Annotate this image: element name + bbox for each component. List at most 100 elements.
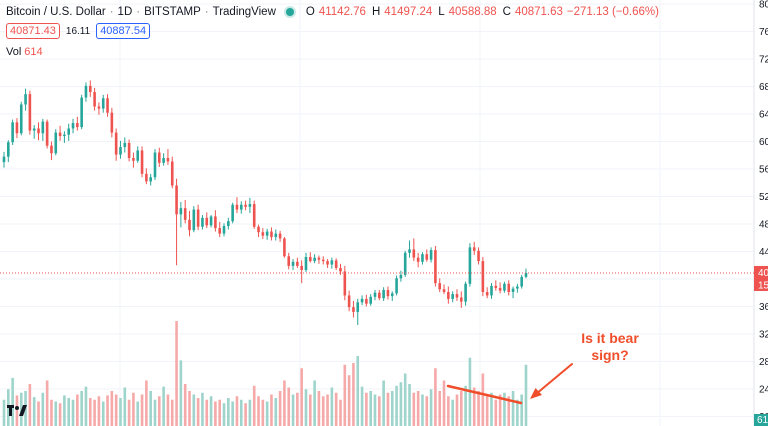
annotation-line-2: sign? [591,347,629,363]
volume-bar [330,387,334,426]
volume-bar [373,394,377,426]
candle-body [205,217,209,226]
volume-bar [283,380,286,426]
tradingview-logo-icon[interactable] [6,400,30,422]
candle-body [37,128,40,134]
interval-label[interactable]: 1D [117,6,133,18]
candle-body [188,219,191,231]
volume-trend-line[interactable] [446,384,523,405]
volume-bar [235,396,239,426]
candle-body [373,292,377,297]
volume-bar [183,384,187,426]
volume-bar [365,392,368,426]
price-axis-tick: 56 [759,165,768,176]
candle-body [477,250,480,262]
candle-body [399,274,403,279]
candle-body [132,158,135,161]
volume-bar [399,382,403,426]
candle-body [459,297,463,302]
volume-bar [520,394,523,426]
candle-body [149,177,152,182]
candle-body [84,85,88,98]
candle-body [196,209,200,227]
volume-bar [166,394,170,426]
price-axis-tick: 32 [759,329,768,340]
volume-bar [214,401,217,426]
symbol-name[interactable]: Bitcoin / U.S. Dollar [6,6,106,18]
volume-bar [149,391,152,426]
price-axis-tick: 60 [759,137,768,148]
volume-bar [265,401,269,426]
volume-bar [408,384,411,426]
volume-bar [101,401,105,426]
candle-body [434,250,437,284]
candle-body [468,247,472,284]
candle-body [58,132,62,137]
candle-body [516,286,519,289]
volume-bar [447,396,450,426]
volume-bar [326,394,329,426]
volume-bar [438,391,442,426]
volume-bar [158,396,161,426]
candle-body [54,132,58,154]
volume-bar [58,403,62,426]
candle-body [239,204,243,210]
volume-bar [507,396,511,426]
candle-body [498,287,502,291]
volume-bar [239,399,243,426]
candle-body [192,209,196,231]
volume-bar [119,398,122,426]
volume-bar [498,394,502,426]
candle-body [170,161,174,186]
annotation-arrow-shaft[interactable] [535,363,573,395]
volume-bar [244,403,247,426]
buy-price-button[interactable]: 40887.54 [96,23,151,39]
candle-body [321,259,325,262]
volume-bar [356,356,360,426]
volume-bar [442,380,446,426]
candle-body [291,261,295,266]
candle-body [123,142,127,148]
candle-body [218,228,222,234]
volume-bar [196,398,200,426]
candle-body [494,285,498,288]
volume-bar [429,389,433,426]
candle-body [425,254,429,260]
candle-body [278,233,282,239]
exchange-label: BITSTAMP [144,6,201,18]
volume-bar [15,395,19,426]
volume-bar [378,396,381,426]
candle-body [201,217,204,227]
volume-bar [136,401,140,426]
volume-bar [97,396,101,426]
candle-body [442,289,446,293]
candle-body [283,238,286,257]
volume-bar [201,392,204,426]
change-value: −271.13 (−0.66%) [566,6,659,18]
sell-price-button[interactable]: 40871.43 [6,23,60,39]
volume-bar [123,387,127,426]
candle-body [339,267,342,272]
volume-bar [421,394,424,426]
candle-body [248,204,252,207]
volume-bar [494,399,498,426]
candle-body [252,204,256,227]
volume-bar [382,380,385,426]
high-value: 41497.24 [384,6,433,18]
candle-body [490,285,493,296]
volume-bar [50,399,53,426]
volume-bar [19,392,23,426]
volume-bar [132,392,135,426]
volume-bar [114,394,118,426]
market-status-icon[interactable] [285,8,294,16]
volume-bar [481,373,485,426]
candle-body [19,104,23,134]
price-axis-tick: 76 [759,27,768,38]
candle-body [421,254,424,262]
volume-bar [317,391,321,426]
last-price-label: 40 [758,268,768,279]
spread-value: 16.11 [65,25,91,37]
close-value: 40871.63 [514,6,563,18]
volume-bar [2,399,6,426]
